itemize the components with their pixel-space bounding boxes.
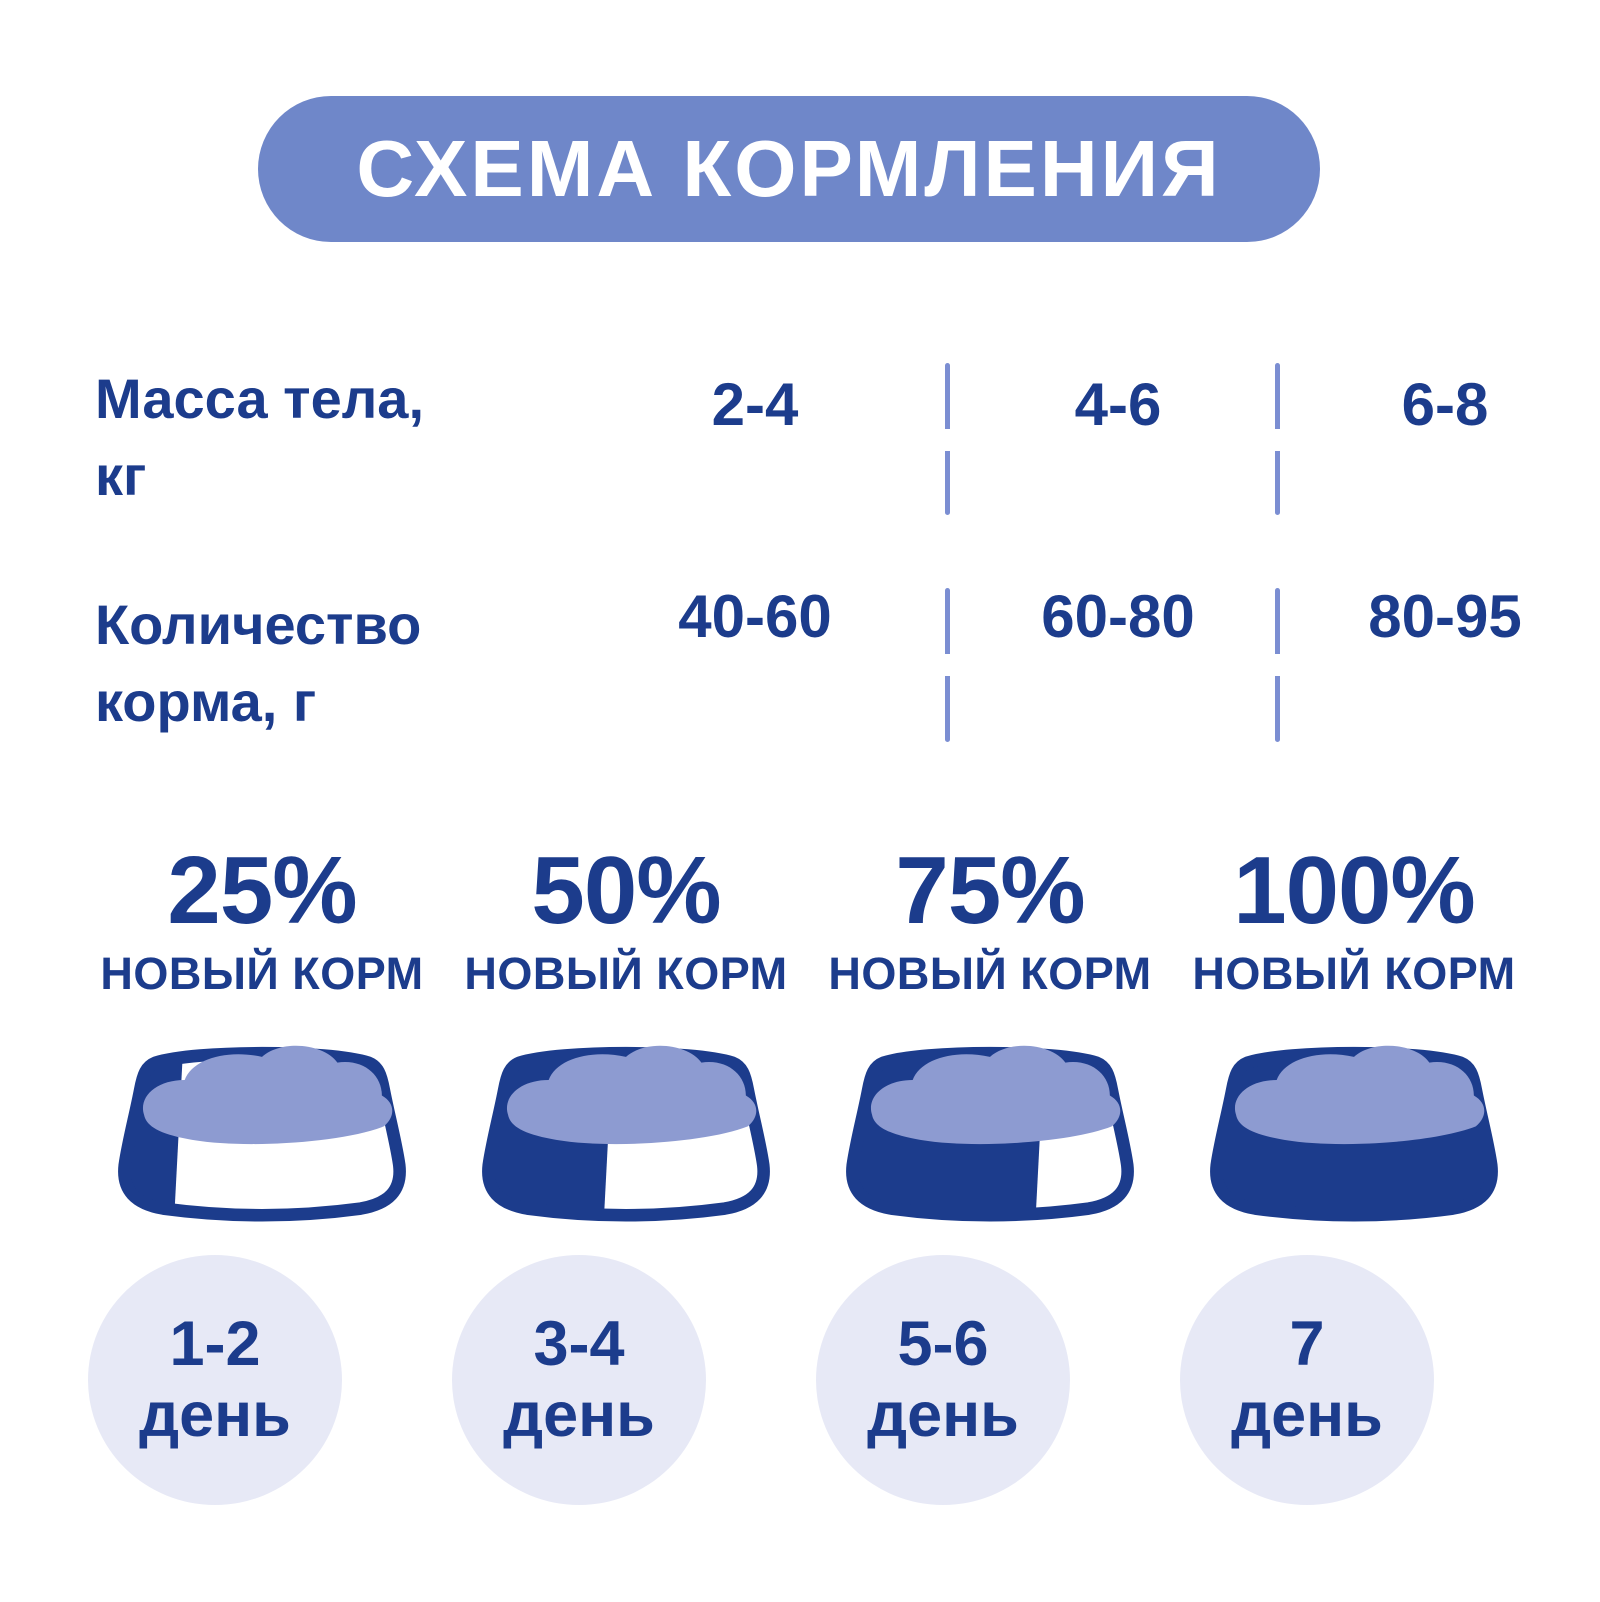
row-label-line1: Масса тела,	[95, 367, 424, 430]
day-range: 1-2	[169, 1309, 261, 1380]
column-divider	[945, 363, 950, 515]
new-food-percent: 100%	[1233, 837, 1476, 944]
food-mound	[870, 1045, 1121, 1145]
food-amount-value-2: 60-80	[1041, 583, 1195, 650]
header-pill: СХЕМА КОРМЛЕНИЯ	[258, 96, 1320, 242]
day-range: 3-4	[533, 1309, 625, 1380]
transition-step-50: 50% НОВЫЙ КОРМ 3-4 день	[452, 843, 800, 1505]
column-divider	[1275, 363, 1280, 515]
day-circle: 1-2 день	[88, 1255, 342, 1505]
food-amount-value-3: 80-95	[1368, 583, 1522, 650]
row-label-line1: Количество	[95, 593, 422, 656]
day-word: день	[139, 1380, 291, 1450]
food-mound	[1234, 1045, 1485, 1145]
food-bowl-icon-75	[846, 1045, 1134, 1222]
day-range: 5-6	[897, 1309, 989, 1380]
row-label-food-amount: Количество корма, г	[95, 586, 565, 741]
column-divider	[1275, 588, 1280, 742]
day-word: день	[503, 1380, 655, 1450]
food-bowl-icon-50	[482, 1045, 770, 1222]
body-mass-value-1: 2-4	[711, 371, 799, 438]
page-title: СХЕМА КОРМЛЕНИЯ	[356, 124, 1222, 213]
new-food-percent: 75%	[895, 837, 1085, 944]
new-food-label: НОВЫЙ КОРМ	[828, 948, 1152, 999]
bowl-outline	[846, 1046, 1134, 1222]
food-amount-value-1: 40-60	[678, 583, 832, 650]
new-food-percent: 25%	[167, 837, 357, 944]
row-label-line2: кг	[95, 444, 147, 508]
column-divider	[945, 588, 950, 742]
new-food-label: НОВЫЙ КОРМ	[464, 948, 788, 999]
body-mass-value-2: 4-6	[1074, 371, 1162, 438]
transition-step-100: 100% НОВЫЙ КОРМ 7 день	[1180, 843, 1528, 1505]
transition-steps: 25% НОВЫЙ КОРМ 1-2 день 50% НОВЫЙ КОРМ	[80, 843, 1536, 1505]
table-row-food-amount: Количество корма, г 40-60 60-80 80-95	[0, 583, 1600, 756]
food-bowl-icon-100	[1210, 1045, 1498, 1222]
new-food-percent: 50%	[531, 837, 721, 944]
day-word: день	[867, 1380, 1019, 1450]
food-mound	[506, 1045, 757, 1145]
body-mass-value-3: 6-8	[1401, 371, 1489, 438]
day-circle: 3-4 день	[452, 1255, 706, 1505]
new-food-label: НОВЫЙ КОРМ	[100, 948, 424, 999]
table-row-body-mass: Масса тела, кг 2-4 4-6 6-8	[0, 360, 1600, 530]
day-circle: 7 день	[1180, 1255, 1434, 1505]
transition-step-25: 25% НОВЫЙ КОРМ 1-2 день	[88, 843, 436, 1505]
food-mound	[142, 1045, 393, 1145]
new-food-label: НОВЫЙ КОРМ	[1192, 948, 1516, 999]
day-word: день	[1231, 1380, 1383, 1450]
bowl-outline	[482, 1046, 770, 1222]
row-label-line2: корма, г	[95, 670, 317, 734]
day-circle: 5-6 день	[816, 1255, 1070, 1505]
food-bowl-icon-25	[118, 1045, 406, 1222]
bowl-outline	[1210, 1046, 1498, 1222]
bowl-outline	[118, 1046, 406, 1222]
transition-step-75: 75% НОВЫЙ КОРМ 5-6 день	[816, 843, 1164, 1505]
day-range: 7	[1289, 1309, 1325, 1380]
row-label-body-mass: Масса тела, кг	[95, 360, 565, 515]
